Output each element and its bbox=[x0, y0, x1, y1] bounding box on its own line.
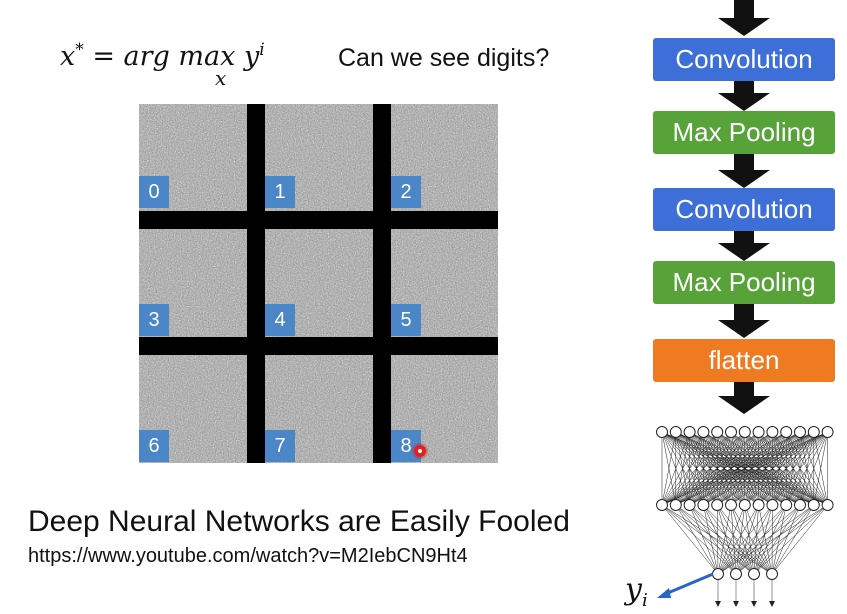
digit-label-7: 7 bbox=[265, 430, 295, 462]
network-output-arrowhead bbox=[751, 601, 757, 607]
network-neuron-layer-1 bbox=[753, 427, 764, 438]
network-neuron-layer-3 bbox=[731, 569, 742, 580]
digit-label-6: 6 bbox=[139, 430, 169, 462]
network-neuron-layer-1 bbox=[657, 427, 668, 438]
down-arrow-icon bbox=[718, 81, 770, 111]
network-connection bbox=[717, 505, 754, 574]
noise-grid-svg bbox=[139, 104, 498, 463]
noise-texture bbox=[139, 104, 498, 463]
headline: Deep Neural Networks are Easily Fooled bbox=[28, 505, 570, 539]
down-arrow-icon bbox=[718, 231, 770, 261]
network-connection bbox=[676, 505, 736, 574]
network-neuron-layer-3 bbox=[767, 569, 778, 580]
network-neuron-layer-2 bbox=[781, 500, 792, 511]
network-neuron-layer-1 bbox=[795, 427, 806, 438]
grid-divider-horizontal-1 bbox=[139, 211, 498, 229]
down-arrow-icon bbox=[718, 154, 770, 188]
grid-divider-vertical-2 bbox=[373, 104, 391, 463]
network-neuron-layer-1 bbox=[767, 427, 778, 438]
formula-var: y bbox=[244, 41, 259, 72]
formula-var-sup: i bbox=[259, 40, 264, 60]
network-neuron-layer-2 bbox=[726, 500, 737, 511]
network-connection bbox=[718, 505, 772, 574]
network-neuron-layer-2 bbox=[657, 500, 668, 511]
down-arrow-icon bbox=[718, 382, 770, 414]
pipeline-block-flatten: flatten bbox=[653, 339, 835, 382]
network-neuron-layer-1 bbox=[684, 427, 695, 438]
network-connection bbox=[736, 505, 814, 574]
network-neuron-layer-1 bbox=[781, 427, 792, 438]
network-connection bbox=[690, 505, 772, 574]
question-text: Can we see digits? bbox=[338, 44, 549, 73]
output-label-sub: i bbox=[642, 590, 648, 611]
network-neuron-layer-2 bbox=[684, 500, 695, 511]
pipeline-block-convolution-2: Convolution bbox=[653, 188, 835, 231]
digit-label-1: 1 bbox=[265, 176, 295, 208]
network-neuron-layer-1 bbox=[670, 427, 681, 438]
formula-lhs-sup: * bbox=[75, 40, 84, 60]
network-neuron-layer-2 bbox=[753, 500, 764, 511]
network-connection bbox=[662, 505, 772, 574]
network-neuron-layer-2 bbox=[767, 500, 778, 511]
digit-label-0: 0 bbox=[139, 176, 169, 208]
formula-lhs: x bbox=[60, 41, 75, 72]
network-neuron-layer-1 bbox=[698, 427, 709, 438]
pipeline-block-convolution-1: Convolution bbox=[653, 38, 835, 81]
down-arrow-icon bbox=[718, 0, 770, 36]
network-neuron-layer-3 bbox=[749, 569, 760, 580]
network-connection bbox=[736, 505, 828, 574]
output-label-main: y bbox=[625, 572, 642, 607]
network-output-arrowhead bbox=[769, 601, 775, 607]
digit-label-3: 3 bbox=[139, 304, 169, 336]
network-neuron-layer-1 bbox=[739, 427, 750, 438]
network-neuron-layer-2 bbox=[712, 500, 723, 511]
network-neuron-layer-2 bbox=[795, 500, 806, 511]
output-label: yi bbox=[625, 572, 648, 611]
formula-equals: = bbox=[92, 41, 115, 72]
output-pointer-arrow-icon bbox=[655, 570, 715, 602]
grid-divider-horizontal-2 bbox=[139, 337, 498, 355]
pipeline-block-max-pooling-2: Max Pooling bbox=[653, 261, 835, 304]
network-neuron-layer-1 bbox=[822, 427, 833, 438]
down-arrow-icon bbox=[718, 304, 770, 338]
network-neuron-layer-1 bbox=[712, 427, 723, 438]
grid-divider-vertical-1 bbox=[247, 104, 265, 463]
network-neuron-layer-2 bbox=[698, 500, 709, 511]
network-connection bbox=[731, 505, 736, 574]
digit-label-5: 5 bbox=[391, 304, 421, 336]
formula-op-sub: x bbox=[215, 66, 226, 90]
network-neuron-layer-2 bbox=[808, 500, 819, 511]
network-output-arrowhead bbox=[733, 601, 739, 607]
objective-formula: x* = arg max yi x bbox=[60, 40, 310, 90]
network-neuron-layer-2 bbox=[739, 500, 750, 511]
pipeline-block-max-pooling-1: Max Pooling bbox=[653, 111, 835, 154]
network-neuron-layer-1 bbox=[726, 427, 737, 438]
network-output-arrowhead bbox=[715, 601, 721, 607]
network-neuron-layer-1 bbox=[808, 427, 819, 438]
network-connection bbox=[754, 505, 828, 574]
digit-label-2: 2 bbox=[391, 176, 421, 208]
network-connection bbox=[676, 505, 718, 574]
network-neuron-layer-2 bbox=[670, 500, 681, 511]
network-connection bbox=[736, 505, 772, 574]
noise-image-grid bbox=[139, 104, 498, 463]
source-url: https://www.youtube.com/watch?v=M2IebCN9… bbox=[28, 545, 468, 568]
digit-label-4: 4 bbox=[265, 304, 295, 336]
cursor-marker-icon bbox=[414, 445, 426, 457]
network-neuron-layer-2 bbox=[822, 500, 833, 511]
